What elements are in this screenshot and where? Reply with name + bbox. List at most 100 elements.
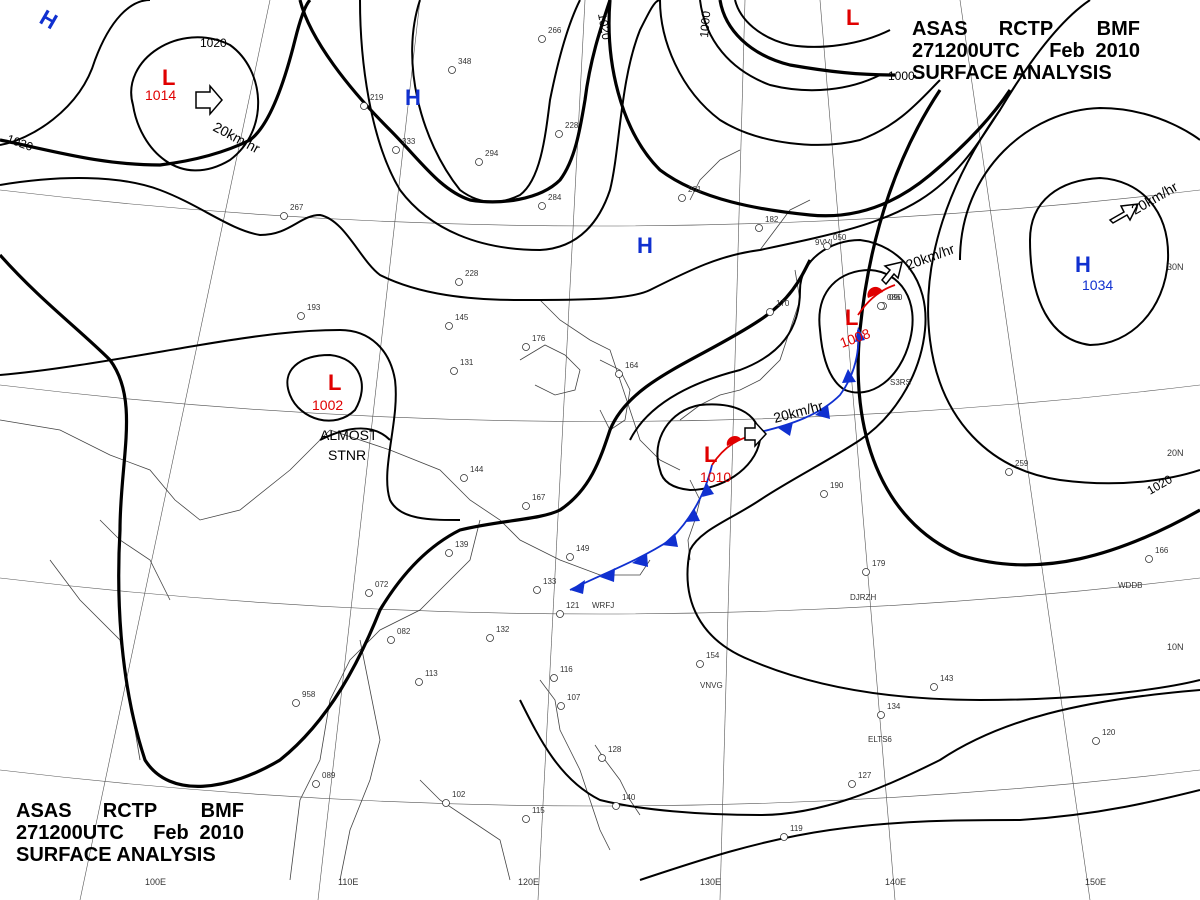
footer-region: ASAS [16,800,72,822]
station-plot: 050 [823,233,847,250]
station-circle [280,212,288,220]
isobar-label-5: 1000 [697,10,713,38]
header-product: BMF [1096,18,1140,40]
station-pressure-code: 179 [872,559,886,568]
header-month: Feb [1049,40,1085,62]
station-observations: 266 348 219 333 294 228 284 267 201 182 050 145 193 2… [280,26,1169,841]
station-id-elts6: ELTS6 [868,735,892,744]
station-pressure-code: 139 [455,540,469,549]
footer-product: BMF [200,800,244,822]
low-center-1-letter: L [162,65,175,90]
station-pressure-code: 127 [858,771,872,780]
station-circle [930,683,938,691]
station-plot: 089 [312,771,336,788]
station-plot: 958 [292,690,316,707]
station-pressure-code: 133 [543,577,557,586]
lat-label-10n: 10N [1167,642,1184,652]
station-pressure-code: 121 [566,601,580,610]
station-pressure-code: 128 [608,745,622,754]
station-pressure-code: 958 [302,690,316,699]
station-plot: 127 [848,771,872,788]
station-pressure-code: 113 [425,669,438,678]
station-pressure-code: 333 [402,137,416,146]
low-center-3-value: 1010 [700,469,731,485]
station-plot: 139 [445,540,469,557]
lon-label-130e: 130E [700,877,721,887]
station-plot: 131 [450,358,474,375]
station-plot: 167 [522,493,546,510]
station-pressure-code: 348 [458,57,472,66]
station-plot: 219 [360,93,384,110]
station-circle [862,568,870,576]
station-pressure-code: 089 [322,771,336,780]
station-plot: 190 [820,481,844,498]
station-pressure-code: 190 [830,481,844,490]
station-plot: 154 [696,651,720,668]
station-circle [556,610,564,618]
chart-header-bottom: ASAS RCTP BMF 271200UTC Feb 2010 SURFACE ANA… [16,800,244,866]
station-circle [755,224,763,232]
station-plot: 121 [556,601,580,618]
station-circle [360,102,368,110]
station-pressure-code: 134 [887,702,901,711]
station-pressure-code: 164 [625,361,639,370]
station-circle [392,146,400,154]
station-pressure-code: 107 [567,693,581,702]
station-id-9vvi: 9VVI [815,238,832,247]
station-plot: 348 [448,57,472,74]
station-circle [566,553,574,561]
station-plot: 201 [678,185,702,202]
station-pressure-code: 219 [370,93,384,102]
station-circle [612,802,620,810]
station-plot: 166 [1145,546,1169,563]
station-pressure-code: 193 [307,303,321,312]
low-center-4-letter: L [845,305,858,330]
station-pressure-code: 284 [548,193,562,202]
station-circle [455,278,463,286]
station-plot: 134 [877,702,901,719]
station-circle [823,242,831,250]
station-pressure-code: 228 [565,121,579,130]
low-center-3-letter: L [704,442,717,467]
low-center-5-letter: L [846,5,859,30]
station-circle [1145,555,1153,563]
lat-label-20n: 20N [1167,448,1184,458]
station-pressure-code: 143 [940,674,954,683]
station-plot: 107 [557,693,581,710]
station-circle [486,634,494,642]
station-plot: 182 [755,215,779,232]
station-plot: 113 [415,669,438,686]
station-pressure-code: 201 [688,185,702,194]
station-plot: 132 [486,625,510,642]
high-center-2-letter: H [405,85,421,110]
isobar-label-1: 1020 [200,36,227,50]
station-circle [1005,468,1013,476]
header-region: ASAS [912,18,968,40]
low-center-2-note-1: ALMOST [320,427,378,443]
station-plot: 116 [550,665,573,682]
station-pressure-code: 102 [452,790,466,799]
station-pressure-code: 086 [887,293,901,302]
station-id-wddb: WDDB [1118,581,1142,590]
station-pressure-code: 072 [375,580,389,589]
station-circle [312,780,320,788]
station-plot: 179 [862,559,886,576]
footer-time: 271200UTC [16,822,124,844]
station-id-vnvg: VNVG [700,681,723,690]
station-circle [445,549,453,557]
station-circle [522,343,530,351]
station-circle [598,754,606,762]
station-pressure-code: 267 [290,203,304,212]
station-plot: 128 [598,745,622,762]
station-circle [557,702,565,710]
header-line-2: 271200UTC Feb 2010 [912,40,1140,62]
station-circle [387,636,395,644]
station-pressure-code: 115 [532,806,545,815]
footer-line-1: ASAS RCTP BMF [16,800,244,822]
station-circle [522,502,530,510]
header-station: RCTP [998,18,1054,40]
station-id-wrfj: WRFJ [592,601,614,610]
isobar-label-6: 1000 [888,69,915,83]
station-pressure-code: 294 [485,149,499,158]
station-pressure-code: 154 [706,651,720,660]
